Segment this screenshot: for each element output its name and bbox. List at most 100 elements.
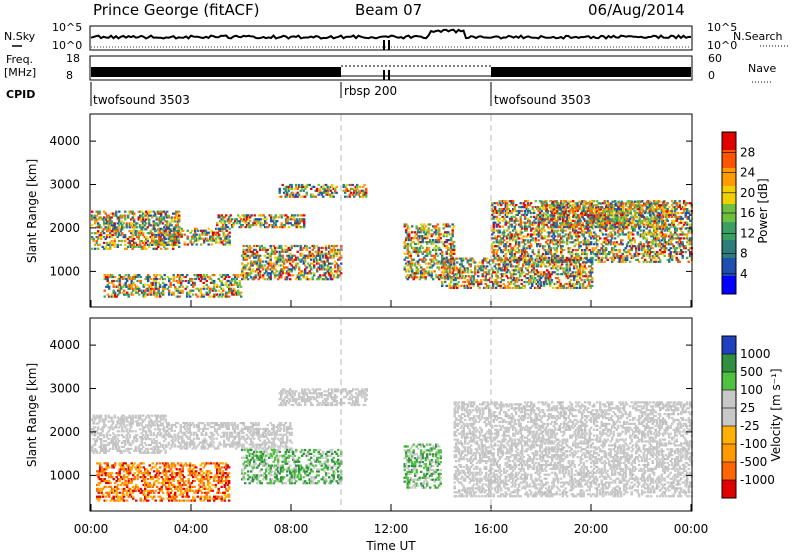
heatmap-cell-power-1536	[233, 294, 235, 296]
heatmap-cell-power-2306	[425, 259, 427, 261]
heatmap-cell-power-736	[229, 240, 231, 242]
heatmap-cell-power-573	[169, 236, 171, 238]
heatmap-cell-power-4731	[650, 231, 652, 233]
heatmap-cell-power-2054	[328, 247, 330, 249]
heatmap-cell-power-643	[196, 234, 198, 236]
heatmap-cell-power-4661	[643, 235, 645, 237]
heatmap-cell-power-2227	[416, 233, 418, 235]
heatmap-cell-power-2672	[467, 269, 469, 271]
heatmap-cell-power-487	[172, 246, 174, 248]
heatmap-cell-power-4584	[634, 245, 636, 247]
heatmap-cell-power-413	[160, 248, 162, 250]
heatmap-cell-power-3502	[514, 228, 516, 230]
heatmap-cell-power-979	[298, 194, 300, 196]
heatmap-cell-power-244	[133, 244, 135, 246]
heatmap-cell-power-3100	[558, 281, 560, 283]
heatmap-cell-power-4827	[659, 233, 661, 235]
heatmap-cell-power-660	[203, 240, 205, 242]
heatmap-cell-power-4682	[646, 239, 648, 241]
heatmap-cell-power-909	[294, 214, 296, 216]
heatmap-cell-power-2036	[327, 278, 329, 280]
heatmap-cell-power-3732	[539, 243, 541, 245]
heatmap-cell-power-4568	[631, 231, 633, 233]
heatmap-cell-power-2669	[467, 279, 469, 281]
heatmap-cell-power-3428	[506, 214, 508, 216]
heatmap-cell-power-843	[263, 214, 265, 216]
heatmap-cell-power-3222	[582, 269, 584, 271]
heatmap-cell-power-671	[208, 243, 210, 245]
heatmap-cell-power-4954	[671, 200, 673, 202]
heatmap-cell-power-500	[174, 220, 176, 222]
heatmap-cell-power-4259	[598, 235, 600, 237]
heatmap-cell-power-3094	[557, 277, 559, 279]
heatmap-cell-power-2853	[506, 271, 508, 273]
heatmap-cell-power-2911	[518, 279, 520, 281]
heatmap-cell-power-1485	[219, 286, 221, 288]
heatmap-cell-power-3242	[587, 277, 589, 279]
heatmap-cell-power-2536	[452, 227, 454, 229]
heatmap-cell-power-4664	[643, 230, 645, 232]
heatmap-cell-power-685	[212, 238, 214, 240]
heatmap-cell-power-322	[145, 248, 147, 250]
heatmap-cell-power-2018	[324, 274, 326, 276]
heatmap-cell-power-4517	[625, 247, 627, 249]
heatmap-cell-power-198	[124, 211, 126, 213]
heatmap-cell-power-3874	[556, 259, 558, 261]
heatmap-cell-power-2653	[462, 259, 464, 261]
heatmap-cell-power-1262	[147, 280, 149, 282]
heatmap-cell-power-1165	[119, 274, 121, 276]
heatmap-cell-power-1686	[259, 263, 261, 265]
heatmap-cell-power-4672	[644, 231, 646, 233]
heatmap-cell-power-1689	[259, 255, 261, 257]
heatmap-cell-power-574	[169, 234, 171, 236]
heatmap-cell-power-4915	[668, 228, 670, 230]
heatmap-cell-power-3755	[542, 261, 544, 263]
heatmap-cell-power-4950	[671, 212, 673, 214]
heatmap-cell-power-252	[133, 218, 135, 220]
heatmap-cell-power-2655	[464, 287, 466, 289]
heatmap-cell-power-678	[211, 243, 213, 245]
heatmap-cell-power-4775	[655, 241, 657, 243]
heatmap-cell-power-846	[264, 220, 266, 222]
heatmap-cell-power-3232	[584, 265, 586, 267]
heatmap-cell-power-4405	[613, 241, 615, 243]
heatmap-cell-power-622	[187, 230, 189, 232]
heatmap-cell-power-2228	[416, 227, 418, 229]
heatmap-cell-power-3141	[567, 271, 569, 273]
heatmap-cell-power-2587	[449, 267, 451, 269]
heatmap-cell-power-4952	[671, 208, 673, 210]
heatmap-cell-power-2929	[521, 269, 523, 271]
heatmap-cell-power-1295	[155, 276, 157, 278]
heatmap-cell-power-3013	[539, 279, 541, 281]
heatmap-cell-power-3639	[529, 261, 531, 263]
heatmap-cell-power-1618	[249, 274, 251, 276]
heatmap-cell-power-3033	[543, 263, 545, 265]
heatmap-cell-power-1208	[131, 280, 133, 282]
heatmap-cell-power-3072	[552, 287, 554, 289]
heatmap-cell-power-1228	[137, 286, 139, 288]
heatmap-cell-power-340	[148, 244, 150, 246]
heatmap-cell-power-1107	[365, 192, 367, 194]
heatmap-cell-power-702	[218, 236, 220, 238]
heatmap-cell-power-4427	[614, 200, 616, 202]
heatmap-cell-power-2753	[485, 271, 487, 273]
heatmap-cell-power-4488	[622, 257, 624, 259]
heatmap-cell-power-1408	[194, 284, 196, 286]
heatmap-cell-power-1162	[119, 280, 121, 282]
heatmap-cell-power-4258	[598, 239, 600, 241]
heatmap-cell-power-4522	[626, 257, 628, 259]
heatmap-cell-power-966	[291, 184, 293, 186]
heatmap-cell-power-1709	[265, 270, 267, 272]
heatmap-cell-power-2373	[432, 233, 434, 235]
heatmap-cell-power-4642	[641, 257, 643, 259]
heatmap-cell-power-2795	[495, 287, 497, 289]
heatmap-cell-power-1845	[288, 247, 290, 249]
heatmap-cell-power-3011	[539, 287, 541, 289]
heatmap-cell-power-1620	[249, 268, 251, 270]
heatmap-cell-power-2615	[455, 269, 457, 271]
heatmap-cell-power-2627	[458, 281, 460, 283]
heatmap-cell-power-3610	[526, 259, 528, 261]
heatmap-cell-power-4889	[665, 233, 667, 235]
heatmap-cell-power-2690	[470, 259, 472, 261]
heatmap-cell-power-995	[306, 192, 308, 194]
